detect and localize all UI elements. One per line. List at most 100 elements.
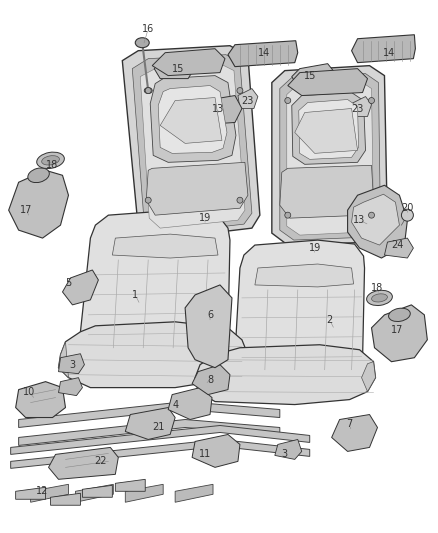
Polygon shape	[16, 487, 46, 499]
Text: 13: 13	[212, 103, 224, 114]
Ellipse shape	[37, 152, 64, 168]
Polygon shape	[299, 100, 359, 159]
Polygon shape	[63, 270, 99, 305]
Text: 3: 3	[69, 360, 75, 370]
Polygon shape	[154, 56, 196, 78]
Circle shape	[368, 212, 374, 218]
Polygon shape	[160, 98, 222, 143]
Circle shape	[145, 87, 151, 94]
Polygon shape	[132, 55, 252, 234]
Polygon shape	[125, 408, 175, 439]
Polygon shape	[228, 41, 298, 67]
Polygon shape	[59, 322, 248, 387]
Polygon shape	[19, 401, 280, 427]
Polygon shape	[146, 163, 248, 215]
Text: 18: 18	[46, 160, 59, 171]
Polygon shape	[352, 35, 415, 63]
Text: 1: 1	[132, 290, 138, 300]
Text: 24: 24	[391, 240, 404, 250]
Text: 7: 7	[346, 419, 353, 430]
Polygon shape	[122, 46, 260, 240]
Ellipse shape	[42, 156, 60, 165]
Text: 4: 4	[172, 400, 178, 409]
Polygon shape	[150, 76, 236, 163]
Text: 12: 12	[36, 486, 49, 496]
Text: 8: 8	[207, 375, 213, 385]
Text: 17: 17	[21, 205, 33, 215]
Polygon shape	[352, 194, 399, 245]
Polygon shape	[168, 387, 212, 419]
Polygon shape	[371, 305, 427, 362]
Polygon shape	[175, 484, 213, 502]
Text: 18: 18	[371, 283, 384, 293]
Polygon shape	[196, 95, 242, 124]
Text: 23: 23	[242, 95, 254, 106]
Polygon shape	[295, 109, 357, 154]
Polygon shape	[75, 484, 113, 502]
Polygon shape	[287, 80, 374, 235]
Circle shape	[145, 197, 151, 203]
Circle shape	[285, 212, 291, 218]
Circle shape	[237, 197, 243, 203]
Text: 11: 11	[199, 449, 211, 459]
Circle shape	[285, 98, 291, 103]
Text: 20: 20	[401, 203, 413, 213]
Polygon shape	[192, 365, 230, 394]
Polygon shape	[11, 439, 310, 469]
Polygon shape	[255, 264, 353, 287]
Text: 19: 19	[308, 243, 321, 253]
Ellipse shape	[135, 38, 149, 47]
Polygon shape	[385, 238, 413, 258]
Polygon shape	[158, 86, 227, 154]
Polygon shape	[59, 354, 85, 374]
Text: 14: 14	[258, 47, 270, 58]
Text: 2: 2	[326, 315, 333, 325]
Polygon shape	[82, 486, 112, 497]
Polygon shape	[195, 345, 375, 405]
Text: 21: 21	[152, 423, 164, 432]
Polygon shape	[31, 484, 68, 502]
Ellipse shape	[401, 209, 413, 221]
Polygon shape	[348, 185, 407, 258]
Text: 23: 23	[351, 103, 364, 114]
Polygon shape	[125, 484, 163, 502]
Polygon shape	[292, 63, 336, 86]
Text: 15: 15	[172, 63, 184, 74]
Polygon shape	[272, 66, 388, 245]
Polygon shape	[11, 425, 310, 455]
Polygon shape	[361, 362, 375, 392]
Text: 17: 17	[391, 325, 404, 335]
Text: 19: 19	[199, 213, 211, 223]
Ellipse shape	[389, 308, 410, 321]
Polygon shape	[59, 378, 82, 395]
Polygon shape	[59, 342, 68, 378]
Polygon shape	[81, 210, 230, 355]
Text: 6: 6	[207, 310, 213, 320]
Text: 22: 22	[94, 456, 106, 466]
Polygon shape	[16, 382, 66, 417]
Polygon shape	[152, 49, 225, 76]
Polygon shape	[238, 88, 258, 109]
Circle shape	[237, 87, 243, 94]
Polygon shape	[292, 93, 366, 164]
Polygon shape	[185, 285, 232, 368]
Text: 14: 14	[383, 47, 396, 58]
Text: 3: 3	[282, 449, 288, 459]
Text: 16: 16	[142, 24, 154, 34]
Polygon shape	[112, 234, 218, 258]
Polygon shape	[9, 171, 68, 238]
Polygon shape	[192, 434, 240, 467]
Polygon shape	[49, 447, 118, 479]
Polygon shape	[332, 415, 378, 451]
Ellipse shape	[371, 294, 387, 302]
Polygon shape	[288, 69, 367, 95]
Polygon shape	[50, 493, 81, 505]
Ellipse shape	[144, 87, 152, 94]
Polygon shape	[280, 165, 374, 218]
Polygon shape	[235, 240, 364, 378]
Text: 10: 10	[22, 386, 35, 397]
Polygon shape	[19, 419, 280, 446]
Polygon shape	[280, 74, 381, 240]
Polygon shape	[352, 96, 371, 117]
Text: 5: 5	[65, 278, 71, 288]
